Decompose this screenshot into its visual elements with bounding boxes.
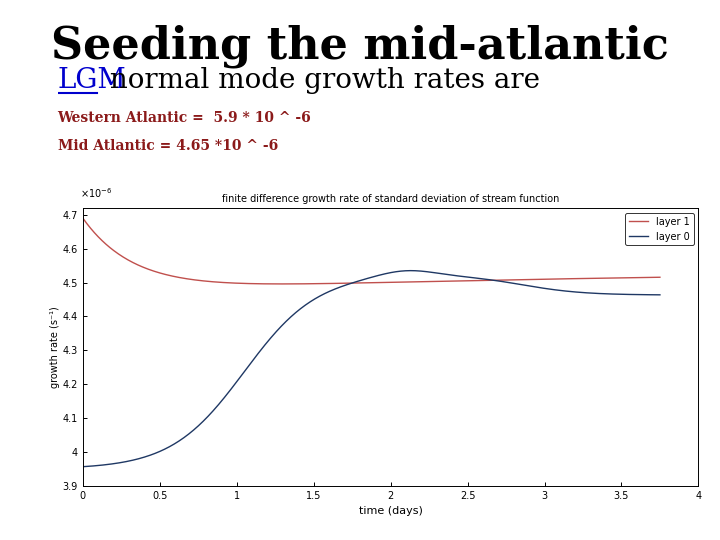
Legend: layer 1, layer 0: layer 1, layer 0 bbox=[625, 213, 693, 245]
layer 1 bbox=[227, 280, 235, 286]
X-axis label: time (days): time (days) bbox=[359, 507, 423, 516]
layer 1 bbox=[656, 274, 665, 280]
Text: LGM: LGM bbox=[58, 68, 126, 94]
layer 0 bbox=[514, 281, 523, 287]
layer 1 bbox=[514, 276, 523, 283]
layer 0 bbox=[656, 292, 665, 298]
Y-axis label: growth rate (s⁻¹): growth rate (s⁻¹) bbox=[50, 306, 60, 388]
Title: finite difference growth rate of standard deviation of stream function: finite difference growth rate of standar… bbox=[222, 194, 559, 204]
Line: layer 1: layer 1 bbox=[83, 218, 660, 284]
layer 0 bbox=[465, 274, 474, 280]
layer 0 bbox=[227, 386, 235, 392]
layer 1 bbox=[278, 281, 287, 287]
Text: Mid Atlantic = 4.65 *10 ^ -6: Mid Atlantic = 4.65 *10 ^ -6 bbox=[58, 139, 278, 153]
Text: $\times 10^{-6}$: $\times 10^{-6}$ bbox=[80, 186, 112, 200]
Text: Seeding the mid-atlantic: Seeding the mid-atlantic bbox=[51, 24, 669, 68]
layer 0 bbox=[420, 268, 428, 275]
Text: normal mode growth rates are: normal mode growth rates are bbox=[101, 68, 540, 94]
layer 1 bbox=[465, 278, 474, 284]
layer 1 bbox=[341, 280, 349, 287]
Text: Western Atlantic =  5.9 * 10 ^ -6: Western Atlantic = 5.9 * 10 ^ -6 bbox=[58, 111, 311, 125]
layer 1 bbox=[78, 215, 87, 221]
layer 1 bbox=[181, 275, 189, 282]
layer 0 bbox=[78, 463, 87, 470]
layer 0 bbox=[181, 434, 189, 440]
layer 1 bbox=[420, 279, 428, 285]
Line: layer 0: layer 0 bbox=[83, 271, 660, 467]
layer 0 bbox=[340, 282, 348, 289]
layer 0 bbox=[406, 267, 415, 274]
